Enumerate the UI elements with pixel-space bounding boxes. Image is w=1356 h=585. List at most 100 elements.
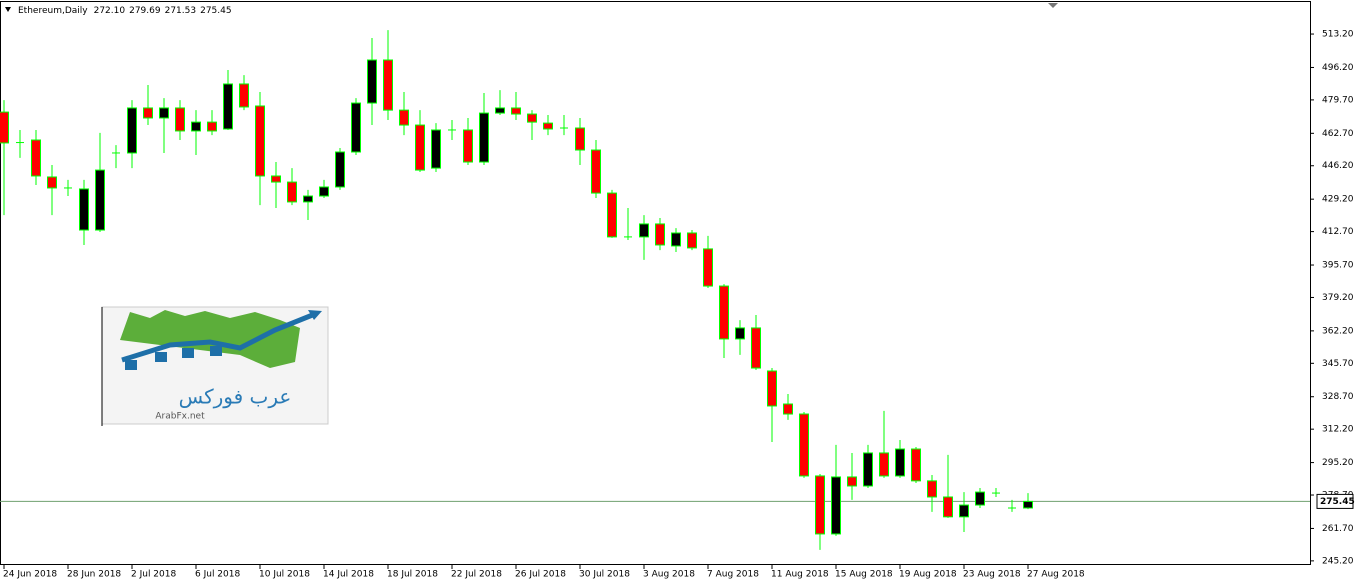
candle-body bbox=[863, 452, 873, 487]
logo-arabic: عرب فوركس bbox=[179, 385, 292, 409]
candle-body bbox=[943, 496, 953, 518]
last-price-box bbox=[1316, 493, 1354, 509]
x-tick-label: 15 Aug 2018 bbox=[835, 570, 893, 580]
ohlc-low: 271.53 bbox=[165, 6, 197, 16]
y-tick-label: 412.70 bbox=[1322, 227, 1354, 237]
candle-body bbox=[975, 491, 985, 506]
candle-body bbox=[175, 107, 185, 132]
shift-marker bbox=[1048, 3, 1058, 8]
y-tick-label: 429.20 bbox=[1322, 195, 1354, 205]
candle-body bbox=[239, 83, 249, 108]
candle-body bbox=[319, 186, 329, 197]
candle-body bbox=[575, 127, 585, 151]
candle-body bbox=[351, 102, 361, 153]
x-tick-label: 30 Jul 2018 bbox=[579, 570, 630, 580]
candle-body bbox=[911, 448, 921, 482]
candle-body bbox=[639, 223, 649, 238]
candle-body bbox=[607, 192, 617, 238]
candle-body bbox=[415, 124, 425, 171]
candle-body bbox=[511, 107, 521, 115]
candle-body bbox=[31, 139, 41, 177]
candle-body bbox=[847, 476, 857, 487]
logo-coin bbox=[210, 346, 222, 356]
candle-body bbox=[399, 109, 409, 126]
y-tick-label: 513.20 bbox=[1322, 30, 1354, 40]
candle-body bbox=[207, 121, 217, 132]
x-tick-label: 28 Jun 2018 bbox=[67, 570, 121, 580]
candle-body bbox=[463, 129, 473, 163]
candle-body bbox=[655, 223, 665, 246]
x-tick-label: 3 Aug 2018 bbox=[643, 570, 695, 580]
y-tick-label: 261.70 bbox=[1322, 524, 1354, 534]
candle-body bbox=[255, 105, 265, 177]
candle-body bbox=[895, 448, 905, 477]
candle-body bbox=[671, 232, 681, 247]
y-tick-label: 312.20 bbox=[1322, 425, 1354, 435]
y-tick-label: 379.20 bbox=[1322, 293, 1354, 303]
y-tick-label: 362.20 bbox=[1322, 326, 1354, 336]
candle-body bbox=[335, 151, 345, 188]
x-tick-label: 14 Jul 2018 bbox=[323, 570, 374, 580]
candle-body bbox=[271, 175, 281, 183]
last-price-label: 275.45 bbox=[1320, 497, 1355, 507]
candle-body bbox=[591, 149, 601, 194]
x-tick-label: 2 Jul 2018 bbox=[131, 570, 176, 580]
candle-body bbox=[687, 232, 697, 249]
candle-body bbox=[735, 327, 745, 340]
candle-body bbox=[879, 452, 889, 477]
chart-header: Ethereum,Daily 272.10 279.69 271.53 275.45 bbox=[18, 6, 232, 16]
candle-body bbox=[959, 504, 969, 518]
candle-body bbox=[143, 107, 153, 119]
candle-body bbox=[751, 327, 761, 369]
candle-body bbox=[1023, 500, 1033, 509]
candle-body bbox=[159, 107, 169, 119]
y-tick-label: 345.70 bbox=[1322, 359, 1354, 369]
logo-arrowhead bbox=[308, 310, 322, 320]
menu-arrow[interactable] bbox=[5, 7, 11, 12]
candle-body bbox=[543, 122, 553, 130]
x-tick-label: 26 Jul 2018 bbox=[515, 570, 566, 580]
candle-body bbox=[303, 195, 313, 203]
candle-body bbox=[831, 476, 841, 535]
x-tick-label: 11 Aug 2018 bbox=[771, 570, 829, 580]
ohlc-open: 272.10 bbox=[94, 6, 126, 16]
x-tick-label: 24 Jun 2018 bbox=[3, 570, 57, 580]
x-tick-label: 6 Jul 2018 bbox=[195, 570, 240, 580]
candle-body bbox=[479, 112, 489, 163]
x-tick-label: 10 Jul 2018 bbox=[259, 570, 310, 580]
candle-body bbox=[431, 129, 441, 169]
x-tick-label: 22 Jul 2018 bbox=[451, 570, 502, 580]
candle-body bbox=[719, 285, 729, 340]
y-tick-label: 245.20 bbox=[1322, 556, 1354, 566]
y-tick-label: 462.70 bbox=[1322, 129, 1354, 139]
logo: عرب فوركس ArabFx.net bbox=[101, 306, 329, 426]
candle-body bbox=[815, 475, 825, 535]
candle-body bbox=[799, 413, 809, 477]
candle-body bbox=[527, 113, 537, 123]
logo-map bbox=[120, 310, 300, 368]
candle-body bbox=[783, 403, 793, 415]
x-tick-label: 27 Aug 2018 bbox=[1027, 570, 1085, 580]
logo-arrow bbox=[121, 311, 316, 363]
y-tick-label: 479.70 bbox=[1322, 95, 1354, 105]
candle-body bbox=[767, 370, 777, 407]
y-tick-label: 295.20 bbox=[1322, 458, 1354, 468]
x-tick-label: 19 Aug 2018 bbox=[899, 570, 957, 580]
candle-body bbox=[79, 188, 89, 231]
x-tick-label: 7 Aug 2018 bbox=[707, 570, 759, 580]
logo-coin bbox=[125, 360, 137, 370]
candle-body bbox=[127, 107, 137, 154]
ohlc-close: 275.45 bbox=[200, 6, 232, 16]
candle-body bbox=[703, 248, 713, 287]
symbol: Ethereum,Daily bbox=[18, 6, 88, 16]
x-tick-label: 23 Aug 2018 bbox=[963, 570, 1021, 580]
candle-body bbox=[927, 480, 937, 498]
y-tick-label: 328.70 bbox=[1322, 392, 1354, 402]
candle-body bbox=[367, 59, 377, 104]
candle-body bbox=[47, 176, 57, 189]
candle-body bbox=[383, 59, 393, 111]
plot-frame bbox=[0, 1, 1311, 565]
candle-body bbox=[0, 111, 9, 144]
logo-coin bbox=[155, 352, 167, 362]
